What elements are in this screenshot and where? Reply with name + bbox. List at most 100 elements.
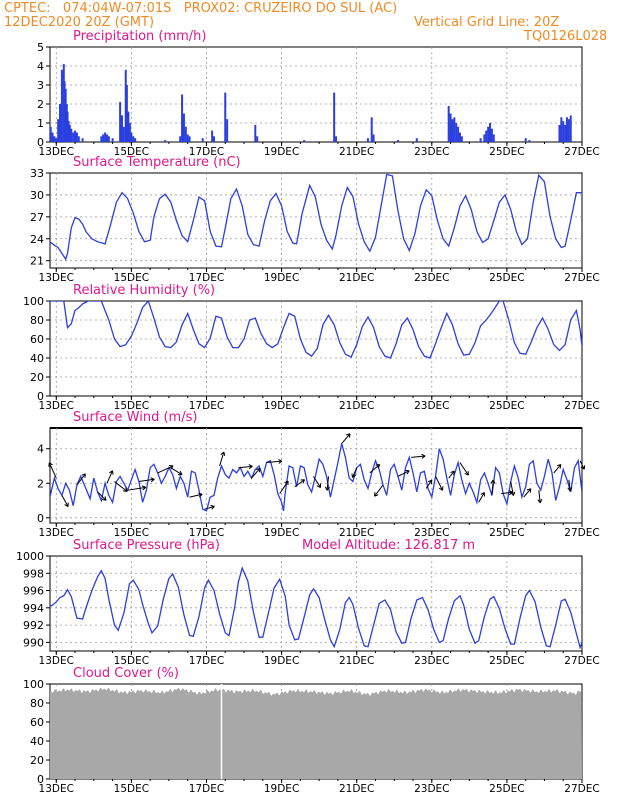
precip-bar (483, 134, 486, 142)
panel-frame (49, 555, 583, 652)
wind-vector-head (405, 469, 410, 475)
wind-vector (238, 465, 253, 469)
wind-vector (326, 476, 330, 491)
precip-bar (120, 115, 123, 142)
wind-vector-head (123, 487, 128, 492)
x-tick-label: 21DEC (339, 272, 374, 284)
x-tick-label: 25DEC (489, 272, 524, 284)
precip-bar (453, 117, 456, 142)
wind-vector-head (567, 487, 573, 492)
wind-vector (448, 470, 455, 479)
y-tick-label: 2 (37, 477, 44, 490)
wind-vector (127, 486, 146, 491)
precip-bar (50, 126, 52, 142)
wind-vector-head (537, 498, 543, 504)
wind-vector-head (284, 480, 289, 486)
wind-vector (170, 467, 183, 476)
x-tick-label: 15DEC (114, 146, 149, 158)
header-vertical-grid-note: Vertical Grid Line: 20Z (414, 15, 560, 30)
precip-bar (372, 134, 375, 142)
y-tick-label: 990 (23, 636, 44, 649)
y-tick-label: 24 (30, 233, 44, 246)
chart-title: Surface Pressure (hPa) (73, 538, 220, 553)
x-tick-label: 21DEC (339, 655, 374, 667)
panel-marks (50, 173, 582, 261)
y-tick-label: 996 (23, 585, 44, 598)
wind-vector-head (438, 486, 444, 491)
precip-bar (558, 124, 561, 142)
wind-vector-head (278, 458, 283, 464)
precip-bar (458, 132, 461, 142)
precip-bar (211, 130, 214, 142)
precip-bar (449, 113, 452, 142)
precip-bar (66, 111, 69, 142)
x-tick-label: 19DEC (264, 527, 299, 539)
wind-vector-head (580, 465, 586, 470)
wind-vector (478, 492, 485, 503)
wind-vector (76, 473, 86, 486)
series-line (50, 566, 582, 650)
panel-frame (49, 46, 583, 143)
wind-vector (435, 476, 443, 491)
wind-vector (313, 476, 321, 488)
precip-bar (130, 132, 133, 142)
precip-bar (75, 132, 78, 142)
wind-vector-head (324, 486, 330, 491)
x-tick-label: 21DEC (339, 146, 374, 158)
x-tick-label: 25DEC (489, 146, 524, 158)
wind-vector-head (255, 467, 261, 473)
precip-bar (57, 119, 60, 142)
wind-vector (138, 478, 155, 483)
precip-bar (457, 126, 460, 142)
precip-bar (105, 134, 108, 142)
chart-title: Relative Humidity (%) (73, 283, 215, 298)
y-tick-label: 4 (37, 60, 44, 73)
y-tick-label: 40 (30, 352, 44, 365)
wind-vector (189, 493, 203, 498)
x-tick-label: 27DEC (564, 146, 599, 158)
precip-bar (100, 136, 103, 142)
precip-bar (256, 136, 259, 142)
wind-vector-head (169, 464, 174, 470)
precip-bar (119, 102, 122, 142)
precip-bar (569, 115, 572, 142)
precip-bar (492, 134, 495, 142)
panel-frame (49, 172, 583, 269)
wind-vector-head (450, 470, 455, 476)
precip-bar (490, 128, 493, 142)
y-tick-label: 0 (37, 390, 44, 403)
precip-bar (102, 134, 105, 142)
wind-vector (553, 464, 562, 474)
y-tick-label: 20 (30, 754, 44, 767)
y-tick-label: 100 (23, 678, 44, 691)
y-tick-label: 0 (37, 136, 44, 149)
wind-vector (61, 495, 69, 507)
precip-bar (460, 136, 463, 142)
wind-vector-head (220, 451, 226, 456)
y-tick-label: 80 (30, 314, 44, 327)
header-line1: CPTEC: 074:04W-07:01S PROX02: CRUZEIRO D… (4, 1, 398, 16)
precip-bar (124, 69, 127, 142)
panel-marks (50, 684, 582, 779)
x-tick-label: 27DEC (564, 400, 599, 412)
wind-vector-head (210, 504, 215, 510)
wind-vector (491, 479, 494, 496)
series-line (50, 173, 582, 261)
header-run-time: 12DEC2020 20Z (GMT) (4, 15, 155, 30)
y-tick-label: 2 (37, 98, 44, 111)
precip-bar (179, 136, 182, 142)
precip-bar (125, 85, 128, 142)
wind-vector-head (510, 491, 516, 496)
x-tick-label: 13DEC (39, 146, 74, 158)
y-tick-label: 100 (23, 295, 44, 308)
x-tick-label: 19DEC (264, 272, 299, 284)
panel-frame (49, 300, 583, 397)
x-tick-label: 15DEC (114, 272, 149, 284)
wind-vector-head (480, 492, 485, 497)
x-tick-label: 13DEC (39, 783, 74, 795)
y-tick-label: 21 (30, 255, 44, 268)
y-tick-label: 0 (37, 773, 44, 786)
wind-vector-head (316, 483, 322, 489)
precip-bar (560, 117, 563, 142)
precip-bar (132, 136, 135, 142)
